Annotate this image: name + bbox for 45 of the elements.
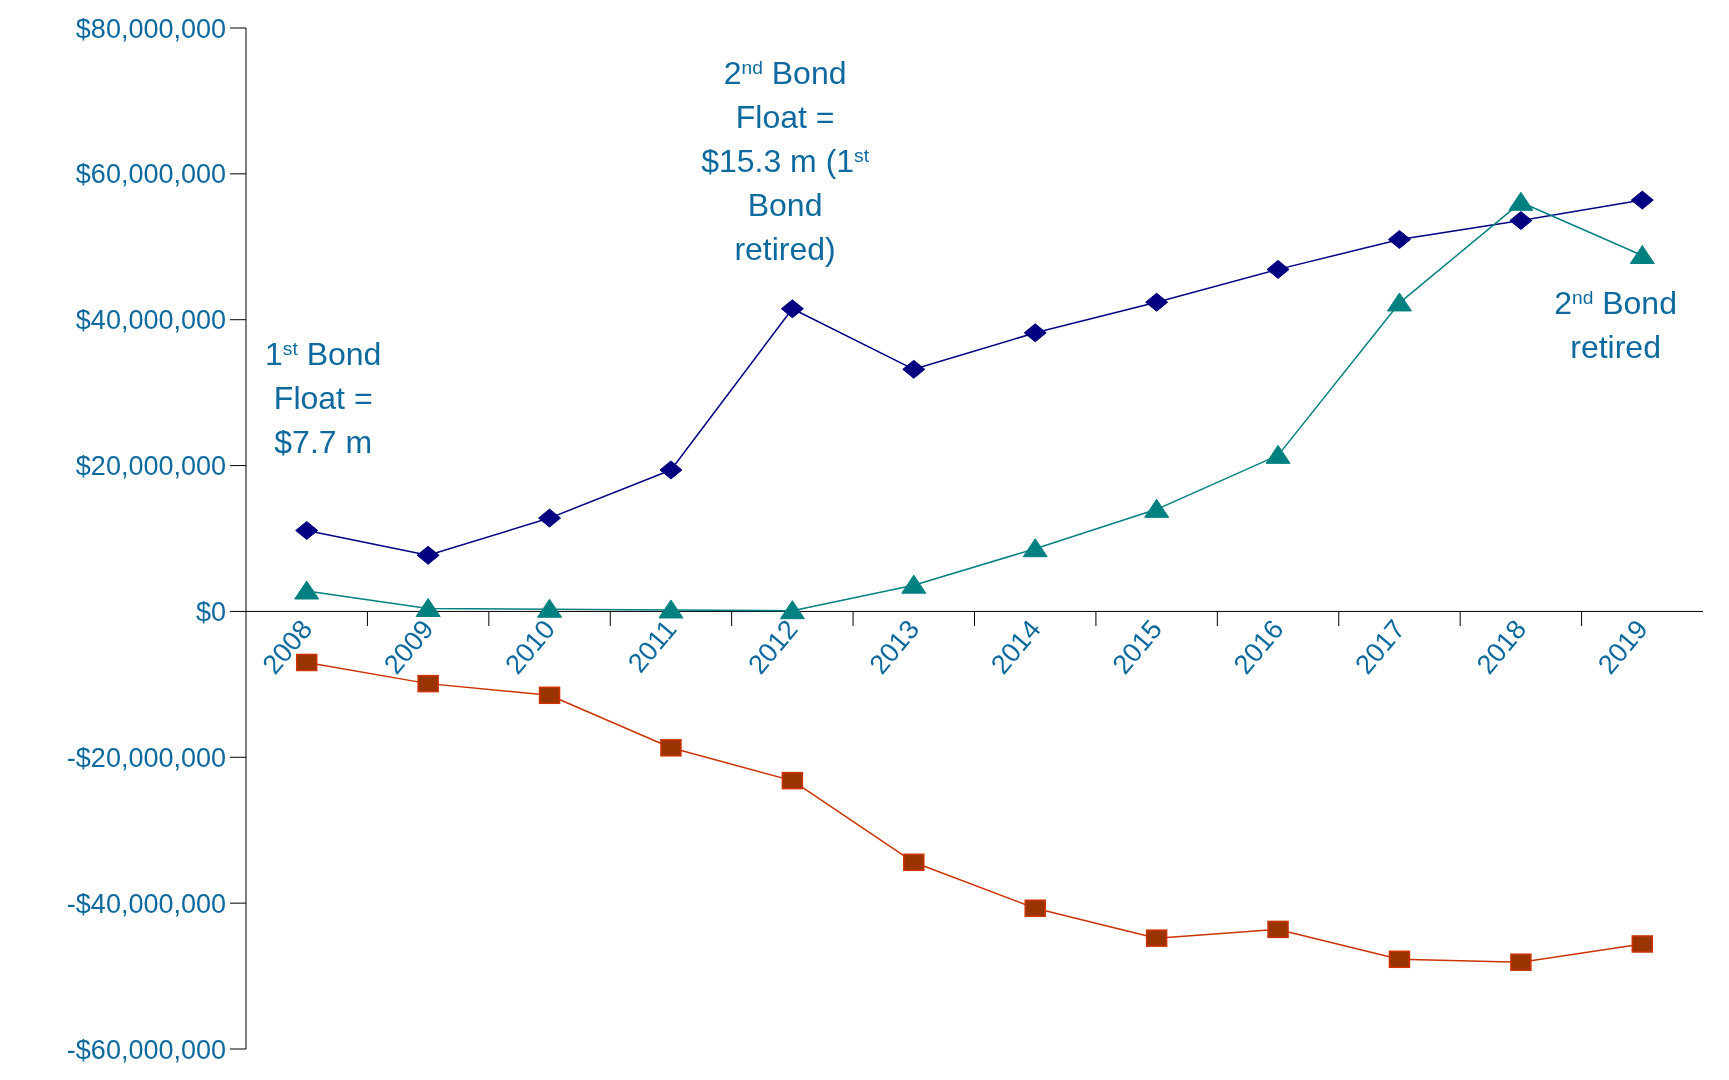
y-tick-label: $0 (195, 597, 226, 628)
point (780, 299, 804, 319)
point (295, 520, 319, 540)
y-tick-label: $40,000,000 (75, 305, 226, 336)
point (1509, 211, 1533, 231)
point (1387, 229, 1411, 249)
point (1386, 292, 1412, 312)
point (779, 600, 805, 620)
point (901, 574, 927, 594)
point (537, 598, 563, 618)
point (781, 771, 804, 790)
y-tick-label: -$40,000,000 (66, 888, 226, 919)
annotation: 2$^{nd}$ Bond retired (1554, 285, 1677, 366)
point (294, 580, 320, 600)
point (658, 599, 684, 619)
point (1631, 935, 1654, 953)
y-tick-label: -$20,000,000 (66, 742, 226, 773)
point (1145, 292, 1169, 312)
y-tick-label: $20,000,000 (75, 451, 226, 482)
point (1630, 190, 1654, 210)
text: 2$^{nd}$ Bond Float = $15.3 m (1$^{st}$ Bond retired) (701, 55, 870, 268)
point (1022, 538, 1048, 558)
annotation: 1$^{st}$ Bond Float = $7.7 m (265, 336, 382, 461)
point (1510, 953, 1532, 971)
point (660, 739, 682, 757)
point (415, 598, 441, 618)
point (1388, 950, 1411, 969)
point (417, 674, 439, 693)
point (902, 359, 926, 379)
point (1267, 920, 1289, 939)
point (1265, 444, 1291, 464)
point (1144, 498, 1170, 518)
point (1024, 899, 1046, 917)
y-tick-label: -$60,000,000 (66, 1034, 226, 1065)
y-tick-label: $60,000,000 (75, 159, 226, 190)
point (1629, 245, 1655, 265)
point (416, 545, 440, 565)
point (1266, 259, 1290, 279)
y-tick-label: $80,000,000 (75, 13, 226, 44)
point (659, 460, 683, 480)
point (538, 686, 561, 705)
point (538, 508, 562, 528)
point (1023, 323, 1047, 343)
point (903, 853, 925, 872)
point (1145, 929, 1168, 947)
